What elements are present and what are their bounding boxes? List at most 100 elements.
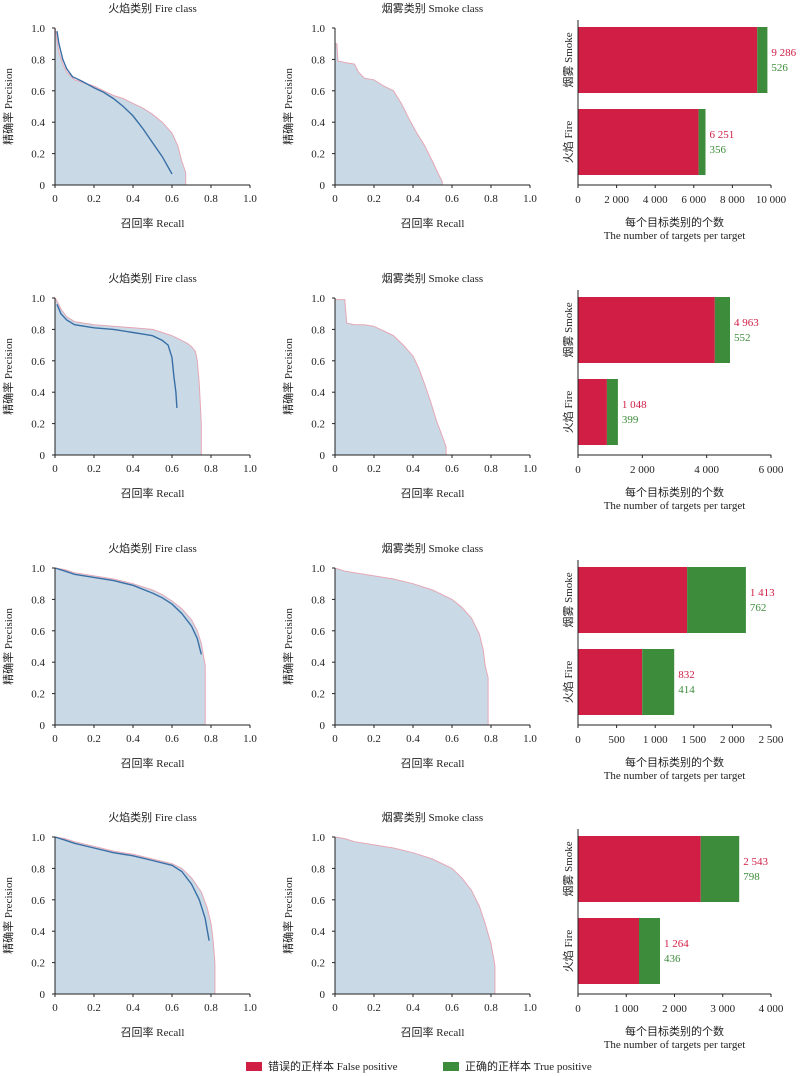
false-positive-bar xyxy=(578,918,639,984)
true-positive-bar xyxy=(642,649,675,715)
pr-area xyxy=(54,567,206,726)
x-tick-label: 0.4 xyxy=(126,1002,140,1014)
y-tick-label: 0.4 xyxy=(31,117,45,129)
y-tick-label: 0.2 xyxy=(311,149,325,161)
chart-panel: 0 0.2 0.4 0.6 0.8 1.0 0 0.2 0.4 0.6 0.8 1.0 火焰类别 Fir… xyxy=(1,541,257,770)
y-tick-label: 0.4 xyxy=(311,926,325,938)
chart-title: 火焰类别 Fire class xyxy=(108,1,197,15)
chart-title: 烟雾类别 Smoke class xyxy=(382,810,483,824)
x-tick-label: 0.4 xyxy=(126,463,140,475)
y-tick-label: 0.2 xyxy=(31,149,45,161)
chart-panel: 0 0.2 0.4 0.6 0.8 1.0 0 0.2 0.4 0.6 0.8 1.0 烟雾类别 Smo… xyxy=(281,1,537,230)
false-positive-bar xyxy=(578,649,643,715)
chart-title: 火焰类别 Fire class xyxy=(108,541,197,555)
x-tick-label: 0.8 xyxy=(484,1002,498,1014)
x-axis-label: 召回率 Recall xyxy=(401,756,465,770)
y-tick-label: 1.0 xyxy=(311,832,325,844)
x-tick-label: 0.4 xyxy=(126,193,140,205)
chart-panel: 0 0.2 0.4 0.6 0.8 1.0 0 0.2 0.4 0.6 0.8 1.0 烟雾类别 Smo… xyxy=(281,541,537,770)
chart-title: 火焰类别 Fire class xyxy=(108,271,197,285)
y-tick-label: 0.6 xyxy=(31,356,45,368)
x-tick-label: 0.4 xyxy=(406,463,420,475)
pr-area xyxy=(334,836,496,995)
true-positive-swatch xyxy=(443,1061,459,1071)
y-axis-label: 精确率 Precision xyxy=(281,877,295,954)
y-tick-label: 0.8 xyxy=(311,594,325,606)
x-tick-label: 0.4 xyxy=(406,193,420,205)
x-tick-label: 0.6 xyxy=(165,1002,179,1014)
y-axis-label: 精确率 Precision xyxy=(281,608,295,685)
x-tick-label: 1 000 xyxy=(643,734,668,746)
x-tick-label: 3 000 xyxy=(710,1003,735,1015)
y-tick-label: 0.4 xyxy=(311,117,325,129)
pr-area xyxy=(54,27,187,186)
y-tick-label: 0.6 xyxy=(311,356,325,368)
y-tick-label: 0.8 xyxy=(31,54,45,66)
pr-area xyxy=(334,43,443,186)
x-tick-label: 0.6 xyxy=(445,1002,459,1014)
false-positive-value-label: 1 413 xyxy=(750,587,775,599)
chart-panel: 0 0.2 0.4 0.6 0.8 1.0 0 0.2 0.4 0.6 0.8 1.0 火焰类别 Fir… xyxy=(1,271,257,500)
category-label: 烟雾 Smoke xyxy=(561,302,575,357)
pr-curve xyxy=(56,304,178,408)
category-label: 火焰 Fire xyxy=(561,391,575,434)
x-tick-label: 4 000 xyxy=(643,194,668,206)
x-tick-label: 1.0 xyxy=(243,1002,257,1014)
pr-area xyxy=(334,567,489,726)
x-tick-label: 0.6 xyxy=(165,463,179,475)
false-positive-value-label: 9 286 xyxy=(771,47,796,59)
y-tick-label: 0.6 xyxy=(31,895,45,907)
y-tick-label: 1.0 xyxy=(311,23,325,35)
x-tick-label: 0 xyxy=(52,193,58,205)
false-positive-bar xyxy=(578,567,688,633)
x-axis-label: 每个目标类别的个数 xyxy=(625,1024,724,1038)
x-tick-label: 2 000 xyxy=(720,734,745,746)
x-tick-label: 0 xyxy=(332,733,338,745)
x-tick-label: 4 000 xyxy=(694,464,719,476)
x-tick-label: 0.8 xyxy=(484,463,498,475)
category-label: 火焰 Fire xyxy=(561,121,575,164)
false-positive-value-label: 1 264 xyxy=(664,938,689,950)
y-axis-label: 精确率 Precision xyxy=(1,338,15,415)
true-positive-value-label: 414 xyxy=(678,684,695,696)
legend-true-positive-label: 正确的正样本 True positive xyxy=(465,1061,592,1073)
x-tick-label: 0 xyxy=(575,464,581,476)
false-positive-value-label: 6 251 xyxy=(710,129,735,141)
x-tick-label: 0.8 xyxy=(204,193,218,205)
chart-panel: 4 963 552 烟雾 Smoke 1 048 399 火焰 Fire 0 2 000 4 0… xyxy=(561,290,784,512)
x-tick-label: 500 xyxy=(608,734,625,746)
chart-panel: 0 0.2 0.4 0.6 0.8 1.0 0 0.2 0.4 0.6 0.8 1.0 烟雾类别 Smo… xyxy=(281,271,537,500)
y-axis-label: 精确率 Precision xyxy=(1,68,15,145)
true-positive-bar xyxy=(639,918,660,984)
x-tick-label: 1.0 xyxy=(243,193,257,205)
chart-title: 烟雾类别 Smoke class xyxy=(382,1,483,15)
x-tick-label: 0 xyxy=(332,193,338,205)
chart-title: 火焰类别 Fire class xyxy=(108,810,197,824)
y-tick-label: 0 xyxy=(320,180,326,192)
true-positive-value-label: 798 xyxy=(743,871,760,883)
y-tick-label: 0.4 xyxy=(311,657,325,669)
y-tick-label: 0.4 xyxy=(31,657,45,669)
x-tick-label: 0.2 xyxy=(367,1002,381,1014)
x-tick-label: 0.2 xyxy=(367,193,381,205)
x-axis-label: 每个目标类别的个数 xyxy=(625,485,724,499)
x-tick-label: 1.0 xyxy=(243,463,257,475)
x-tick-label: 0.2 xyxy=(367,733,381,745)
false-positive-value-label: 2 543 xyxy=(743,856,768,868)
x-tick-label: 2 000 xyxy=(662,1003,687,1015)
true-positive-bar xyxy=(757,27,768,93)
y-tick-label: 0 xyxy=(40,180,46,192)
y-axis-label: 精确率 Precision xyxy=(281,338,295,415)
true-positive-value-label: 399 xyxy=(622,414,639,426)
true-positive-value-label: 526 xyxy=(771,62,788,74)
y-tick-label: 1.0 xyxy=(31,293,45,305)
x-tick-label: 1 000 xyxy=(614,1003,639,1015)
x-axis-label-english: The number of targets per target xyxy=(604,770,746,782)
false-positive-value-label: 1 048 xyxy=(622,399,647,411)
chart-panel: 0 0.2 0.4 0.6 0.8 1.0 0 0.2 0.4 0.6 0.8 1.0 烟雾类别 Smo… xyxy=(281,810,537,1039)
y-tick-label: 0.8 xyxy=(31,324,45,336)
category-label: 火焰 Fire xyxy=(561,930,575,973)
x-tick-label: 0 xyxy=(575,734,581,746)
x-axis-label-english: The number of targets per target xyxy=(604,1039,746,1051)
category-label: 烟雾 Smoke xyxy=(561,572,575,627)
